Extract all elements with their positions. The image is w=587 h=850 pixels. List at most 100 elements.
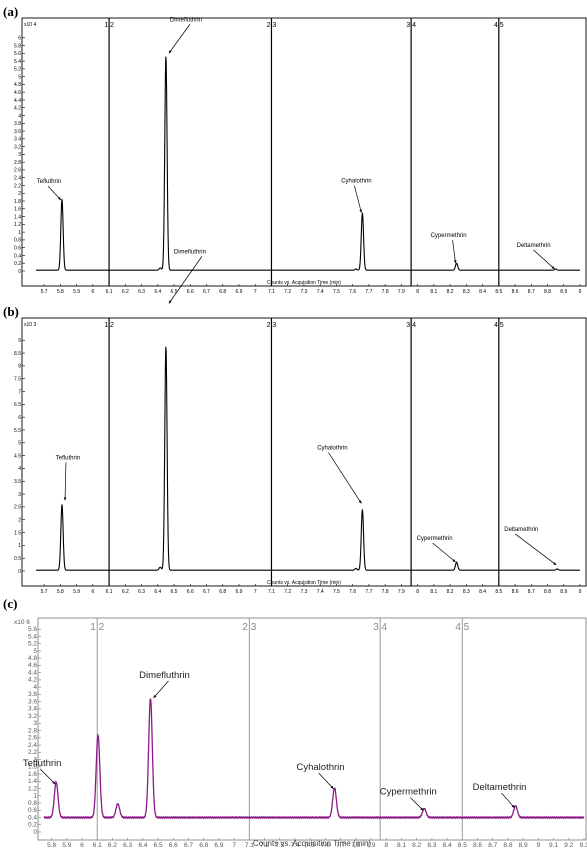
y-tick-label: 0.4 xyxy=(28,814,37,821)
segment-marker-label: 2 3 xyxy=(267,322,277,329)
y-tick-label: 4.2 xyxy=(14,106,21,112)
y-tick-label: 2.8 xyxy=(28,727,37,734)
x-tick-label: 5.7 xyxy=(41,289,48,295)
x-tick-label: 6.5 xyxy=(171,289,178,295)
segment-marker-label: 4 5 xyxy=(494,22,504,29)
peak-arrow-head xyxy=(511,804,515,808)
y-tick-label: 2 xyxy=(18,191,21,197)
y-tick-label: 2.8 xyxy=(14,160,21,166)
y-tick-label: 0.8 xyxy=(14,238,21,244)
y-tick-label: 0.2 xyxy=(14,261,21,267)
y-tick-label: 4.8 xyxy=(14,82,21,88)
x-tick-label: 8.5 xyxy=(458,842,467,849)
y-tick-label: 5 xyxy=(18,74,21,80)
peak-arrow-line xyxy=(515,533,557,566)
x-tick-label: 9 xyxy=(537,842,541,849)
peak-arrow-head xyxy=(420,807,424,811)
x-tick-label: 7 xyxy=(254,589,257,595)
peak-label: Dimefluthrin xyxy=(174,249,206,255)
plot-frame xyxy=(37,617,587,841)
peak-label: Cypermethrin xyxy=(380,786,437,797)
y-tick-label: 7 xyxy=(18,389,21,395)
y-tick-label: 3.6 xyxy=(14,129,21,135)
chromatogram-trace xyxy=(43,698,585,820)
x-tick-label: 8.9 xyxy=(560,289,567,295)
segment-marker-label: 3 4 xyxy=(406,22,416,29)
y-tick-label: 0.2 xyxy=(28,822,37,829)
y-tick-label: 2.5 xyxy=(14,505,21,511)
peak-arrow-line xyxy=(64,462,67,501)
peak-label: Dimefluthrin xyxy=(139,670,190,681)
y-tick-label: 3.2 xyxy=(14,144,21,150)
x-tick-label: 6.6 xyxy=(187,289,194,295)
y-tick-label: 2.4 xyxy=(14,176,21,182)
x-tick-label: 7.1 xyxy=(268,589,275,595)
panel-label: (c) xyxy=(3,596,17,611)
peak-label: Cyhalothrin xyxy=(297,762,345,773)
peak-label: Deltamethrin xyxy=(517,243,551,249)
y-tick-label: 1.8 xyxy=(28,764,37,771)
x-tick-label: 8.8 xyxy=(544,289,551,295)
x-tick-label: 7.1 xyxy=(268,289,275,295)
y-tick-label: 0 xyxy=(18,569,21,575)
peak-arrow-line xyxy=(39,768,56,785)
x-tick-label: 8.4 xyxy=(479,589,486,595)
y-tick-label: 0 xyxy=(33,829,37,836)
y-tick-label: 4.6 xyxy=(28,662,37,669)
y-tick-label: 2 xyxy=(18,518,21,524)
x-tick-label: 8.7 xyxy=(488,842,497,849)
x-tick-label: 8.3 xyxy=(463,589,470,595)
y-tick-label: 5.8 xyxy=(14,43,21,49)
y-tick-label: 2.6 xyxy=(28,735,37,742)
x-tick-label: 9 xyxy=(579,289,582,295)
x-tick-label: 8.1 xyxy=(397,842,406,849)
x-tick-label: 6.5 xyxy=(154,842,163,849)
x-tick-label: 7.9 xyxy=(367,842,376,849)
y-multiplier-label: x10 3 xyxy=(24,322,36,328)
y-tick-label: 0.8 xyxy=(28,800,37,807)
x-axis-label: Counts vs. Acquisition Time (min) xyxy=(253,839,372,848)
peak-arrow-line xyxy=(168,256,203,304)
peak-arrow-head xyxy=(359,209,363,213)
peak-arrow-line xyxy=(501,792,515,809)
x-tick-label: 6.1 xyxy=(106,589,113,595)
peak-label: Cypermethrin xyxy=(431,233,467,239)
x-tick-label: 7.8 xyxy=(351,842,360,849)
y-tick-label: 1.4 xyxy=(28,778,37,785)
segment-marker-label: 1 2 xyxy=(104,322,114,329)
chart-panel-1: (a)x10 400.20.40.60.811.21.41.61.822.22.… xyxy=(3,4,587,295)
x-tick-label: 6.8 xyxy=(219,289,226,295)
x-tick-label: 6.3 xyxy=(123,842,132,849)
y-tick-label: 6.5 xyxy=(14,402,21,408)
x-tick-label: 7.4 xyxy=(317,589,324,595)
y-tick-label: 6 xyxy=(18,415,21,421)
peak-arrow-head xyxy=(168,50,172,54)
y-tick-label: 3 xyxy=(33,720,37,727)
plot-frame xyxy=(21,317,587,587)
x-tick-label: 7.5 xyxy=(306,842,315,849)
x-tick-label: 9.3 xyxy=(579,842,587,849)
x-tick-label: 7.4 xyxy=(290,842,299,849)
x-tick-label: 6 xyxy=(91,589,94,595)
segment-marker-label: 4 5 xyxy=(494,322,504,329)
x-tick-label: 5.9 xyxy=(73,589,80,595)
x-axis-label: Counts vs. Acquisition Time (min) xyxy=(267,280,341,286)
x-tick-label: 5.8 xyxy=(57,589,64,595)
x-tick-label: 7.6 xyxy=(349,589,356,595)
x-tick-label: 8.4 xyxy=(443,842,452,849)
y-tick-label: 4 xyxy=(18,113,21,119)
x-tick-label: 8.5 xyxy=(495,589,502,595)
x-tick-label: 7 xyxy=(254,289,257,295)
y-tick-label: 0.4 xyxy=(14,253,21,259)
peak-label: Cyhalothrin xyxy=(341,179,371,185)
y-tick-label: 5 xyxy=(18,441,21,447)
peak-label: Dimefluthrin xyxy=(170,17,202,23)
x-tick-label: 9.2 xyxy=(564,842,573,849)
x-tick-label: 8.8 xyxy=(503,842,512,849)
x-tick-label: 6.7 xyxy=(203,289,210,295)
segment-marker-label: 1 2 xyxy=(90,622,104,633)
x-tick-label: 5.9 xyxy=(73,289,80,295)
y-tick-label: 1 xyxy=(18,230,21,236)
peak-label: Cyhalothrin xyxy=(317,445,347,451)
